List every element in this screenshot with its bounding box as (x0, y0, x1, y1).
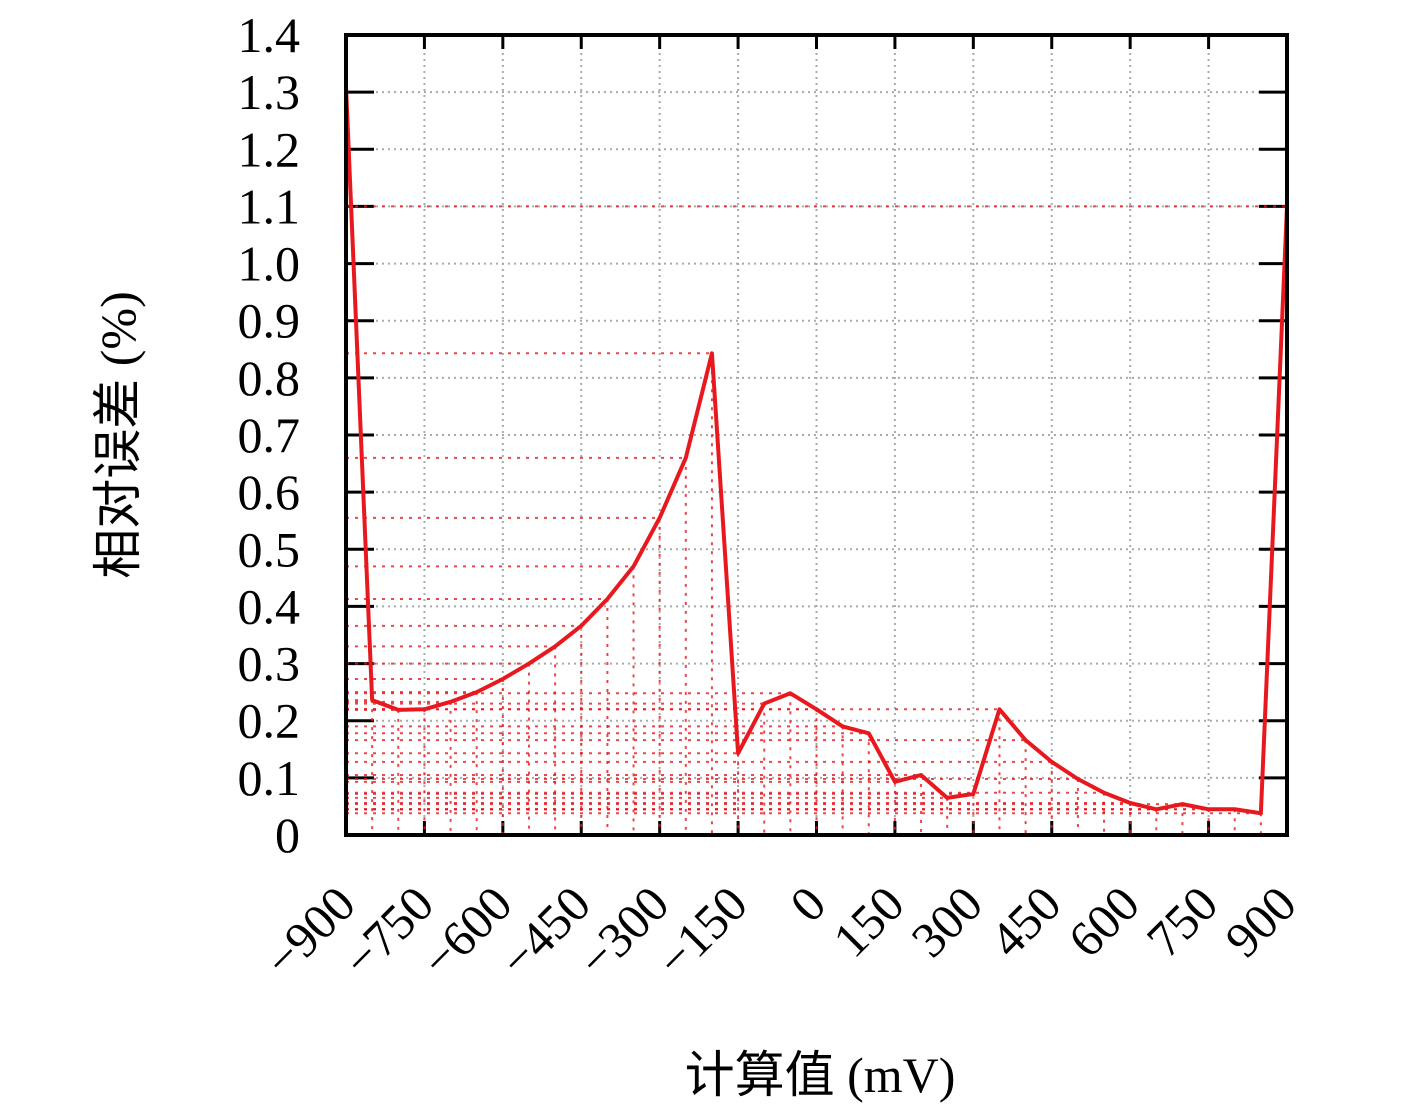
y-tick-label: 0.1 (238, 750, 301, 806)
x-tick-label: 750 (1136, 875, 1229, 968)
y-tick-label: 0 (275, 807, 300, 863)
y-tick-label: 0.5 (238, 521, 301, 577)
y-tick-label: 1.1 (238, 178, 301, 234)
y-tick-label: 0.9 (238, 293, 301, 349)
y-axis-label: 相对误差 (%) (90, 291, 146, 578)
x-tick-label: 300 (900, 875, 993, 968)
y-tick-label: 0.2 (238, 693, 301, 749)
data-line (344, 86, 1289, 816)
x-tick-label: 450 (979, 875, 1072, 968)
y-tick-label: 0.6 (238, 464, 301, 520)
x-tick-label: 900 (1214, 875, 1307, 968)
x-axis-label: 计算值 (mV) (685, 1047, 956, 1103)
x-tick-label: −150 (645, 875, 758, 988)
y-tick-label: 0.4 (238, 578, 301, 634)
y-tick-label: 1.2 (238, 121, 301, 177)
y-tick-label: 0.3 (238, 636, 301, 692)
y-tick-label: 1.4 (238, 7, 301, 63)
x-tick-label: 600 (1057, 875, 1150, 968)
y-tick-label: 0.8 (238, 350, 301, 406)
y-tick-label: 1.0 (238, 236, 301, 292)
y-tick-label: 1.3 (238, 64, 301, 120)
plot-frame (344, 33, 1289, 837)
y-tick-label: 0.7 (238, 407, 301, 463)
x-tick-label: 150 (822, 875, 915, 968)
